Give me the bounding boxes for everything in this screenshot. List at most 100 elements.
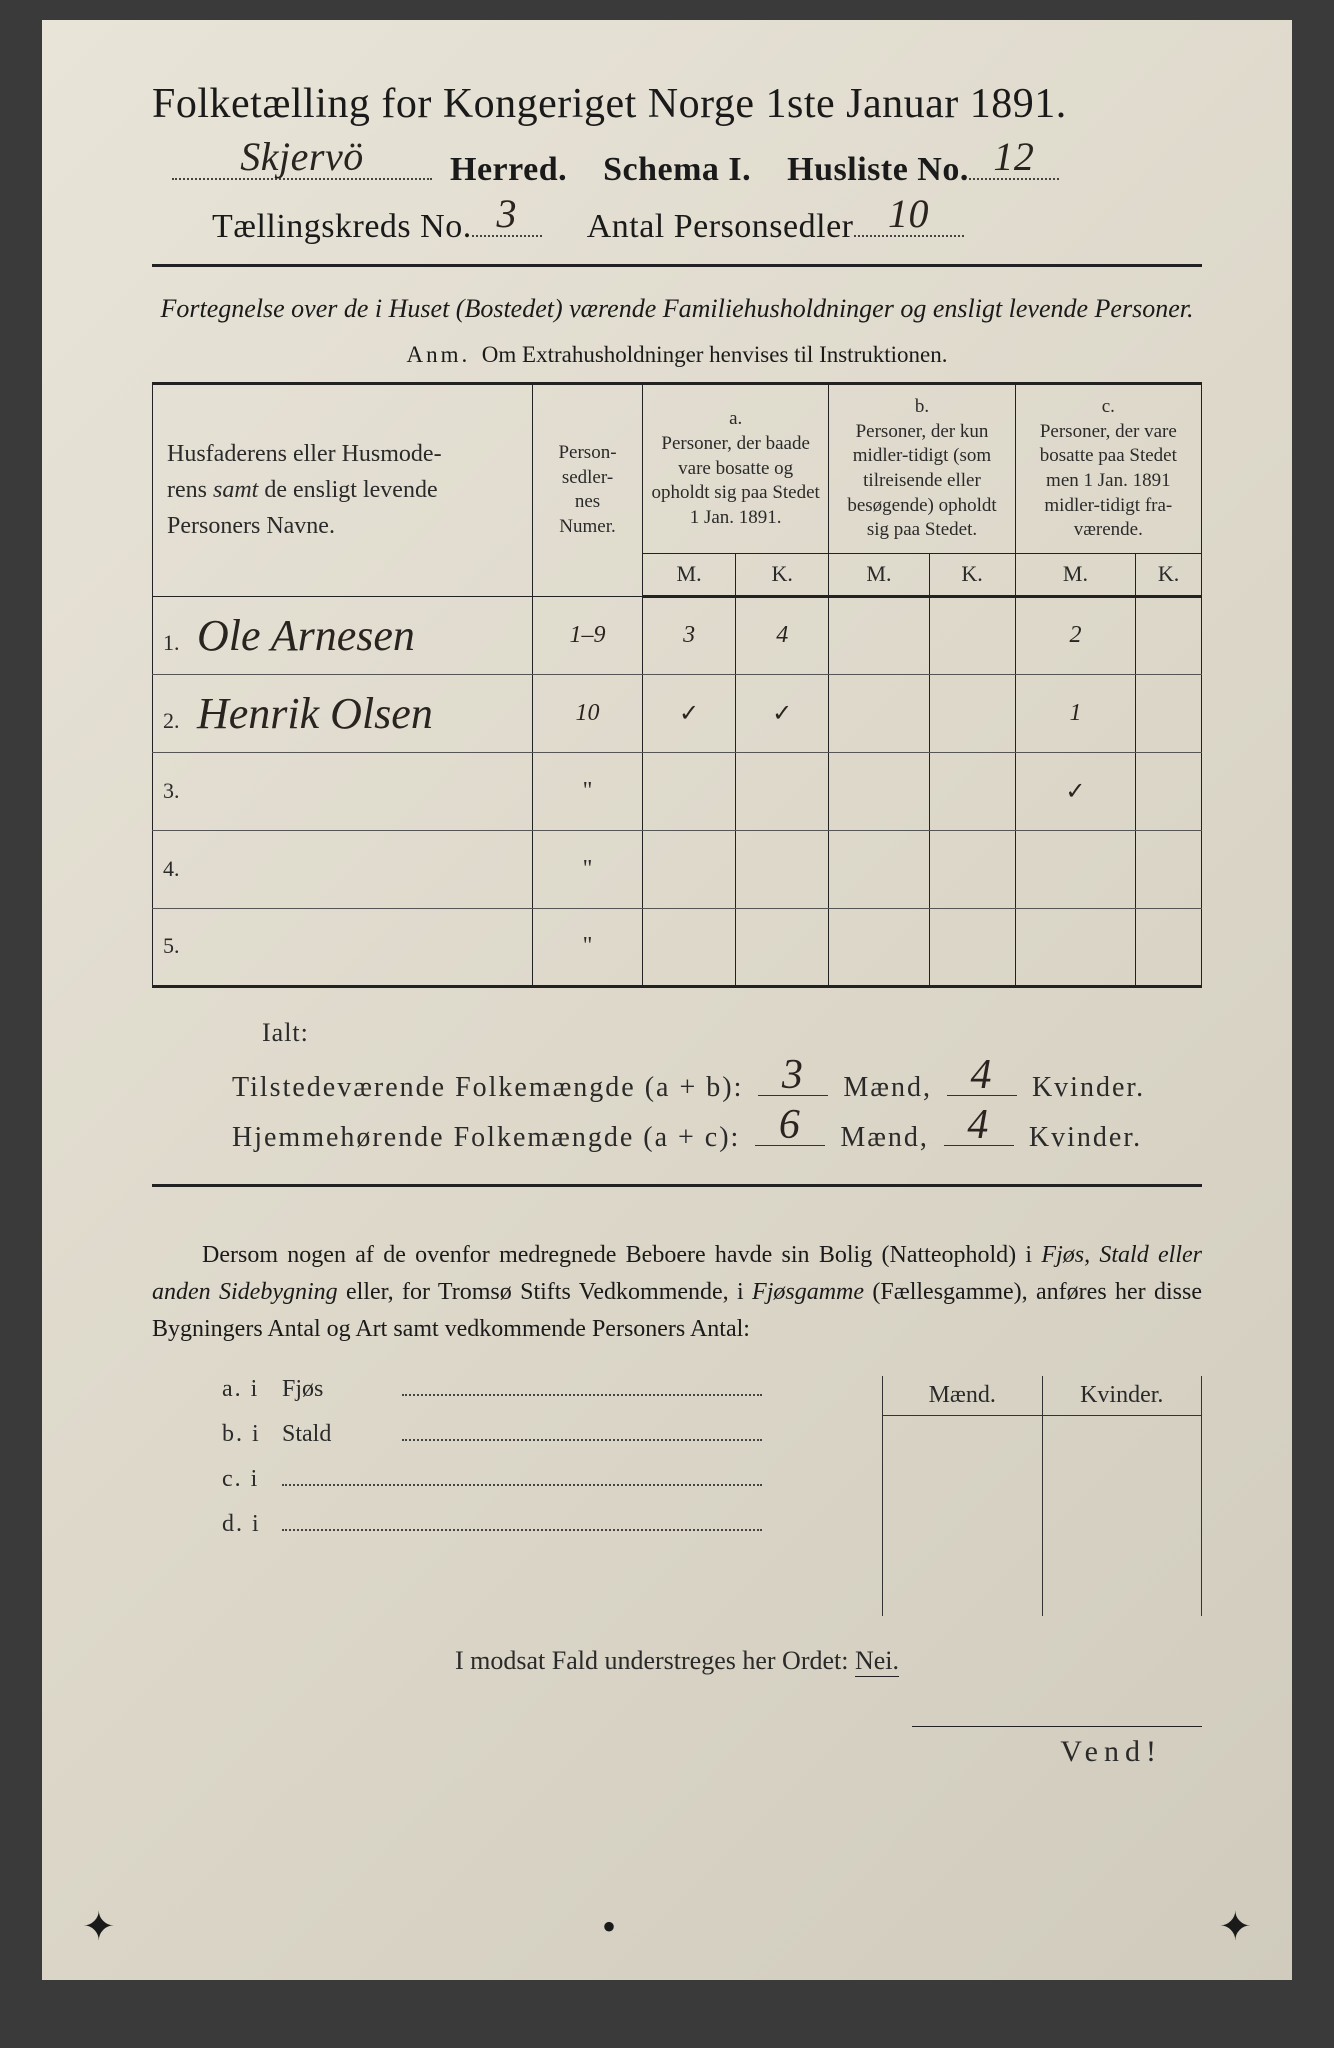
table-header-abc: Husfaderens eller Husmode-rens samt de e… <box>153 384 1202 554</box>
cell-bm <box>829 752 929 830</box>
kreds-field: 3 <box>472 203 542 237</box>
cell-bm <box>829 674 929 752</box>
anm-line: Anm. Om Extrahusholdninger henvises til … <box>152 342 1202 368</box>
antal-label: Antal Personsedler <box>587 208 854 245</box>
corner-mark-left: ✦ <box>82 1903 116 1950</box>
title-pre: Folketællin <box>152 81 349 127</box>
cell-cm <box>1015 908 1136 986</box>
sum2-label: Hjemmehørende Folkemængde (a + c): <box>232 1122 740 1153</box>
ialt-label: Ialt: <box>152 1018 1202 1048</box>
mk-b-m: M. <box>829 554 929 597</box>
main-table: Husfaderens eller Husmode-rens samt de e… <box>152 382 1202 988</box>
cell-bm <box>829 830 929 908</box>
kreds-value: 3 <box>496 190 517 237</box>
col-a-text: Personer, der baade vare bosatte og opho… <box>651 433 819 528</box>
col-b-text: Personer, der kun midler-tidigt (som til… <box>847 421 996 541</box>
main-title: Folketælling for Kongeriget Norge 1ste J… <box>152 80 1202 128</box>
cell-cm: 2 <box>1015 596 1136 674</box>
kvinder-label: Kvinder. <box>1032 1072 1145 1103</box>
col-b-header: b. Personer, der kun midler-tidigt (som … <box>829 384 1015 554</box>
mk-col-k <box>1042 1416 1203 1616</box>
sum2-k-val: 4 <box>967 1101 990 1149</box>
cell-numer: " <box>533 830 643 908</box>
cell-ck <box>1136 752 1202 830</box>
antal-value: 10 <box>888 190 929 237</box>
subtitle: Fortegnelse over de i Huset (Bostedet) v… <box>152 289 1202 328</box>
sum-line-2: Hjemmehørende Folkemængde (a + c): 6 Mæn… <box>152 1118 1202 1154</box>
maend-label-2: Mænd, <box>840 1122 929 1153</box>
cell-name: 1. Ole Arnesen <box>153 596 533 674</box>
cell-am <box>643 752 736 830</box>
kvinder-label-2: Kvinder. <box>1029 1122 1142 1153</box>
cell-numer: 1–9 <box>533 596 643 674</box>
cell-am: ✓ <box>643 674 736 752</box>
mk-c-m: M. <box>1015 554 1136 597</box>
mk-a-m: M. <box>643 554 736 597</box>
cell-bm <box>829 908 929 986</box>
bottom-row: a. iFjøs <box>222 1376 882 1403</box>
cell-bk <box>929 596 1015 674</box>
sum2-m-val: 6 <box>779 1101 802 1149</box>
title-underline-g: g <box>349 81 371 127</box>
cell-name: 4. <box>153 830 533 908</box>
husliste-value: 12 <box>993 133 1034 180</box>
col-c-label: c. <box>1102 396 1115 417</box>
col-b-label: b. <box>915 396 929 417</box>
col-numer-text: Person-sedler-nesNumer. <box>558 442 616 537</box>
bottom-row: d. i <box>222 1511 882 1538</box>
vend-label: Vend! <box>912 1726 1202 1769</box>
mk-col-m <box>882 1416 1042 1616</box>
sum1-m-val: 3 <box>782 1051 805 1099</box>
sum1-k-val: 4 <box>970 1051 993 1099</box>
nei-pre: I modsat Fald understreges her Ordet: <box>455 1646 855 1675</box>
para-t2: eller, for Tromsø Stifts Vedkommende, i <box>338 1279 752 1305</box>
title-post: for Kongeriget Norge 1ste Januar 1891. <box>370 81 1066 127</box>
cell-ak <box>736 752 829 830</box>
mk-maend: Mænd. <box>882 1376 1042 1415</box>
husliste-label: Husliste No. <box>787 151 969 188</box>
row-num: 3. <box>163 778 191 804</box>
brow-lab: c. i <box>222 1466 282 1493</box>
cell-cm: 1 <box>1015 674 1136 752</box>
row-num: 1. <box>163 630 191 656</box>
kreds-label: Tællingskreds No. <box>212 208 472 245</box>
bottom-grid: a. iFjøs b. iStald c. i d. i Mænd. Kvind… <box>152 1376 1202 1616</box>
row-num: 2. <box>163 708 191 734</box>
mk-c-k: K. <box>1136 554 1202 597</box>
para-t1: Dersom nogen af de ovenfor medregnede Be… <box>202 1242 1041 1268</box>
brow-lab: b. i <box>222 1421 282 1448</box>
schema-label: Schema I. <box>603 151 751 188</box>
mk-a-k: K. <box>736 554 829 597</box>
brow-cat: Stald <box>282 1421 402 1448</box>
brow-dots <box>282 1469 762 1486</box>
cell-numer: 10 <box>533 674 643 752</box>
row-num: 5. <box>163 933 191 959</box>
row-num: 4. <box>163 856 191 882</box>
brow-dots <box>282 1514 762 1531</box>
mk-b-k: K. <box>929 554 1015 597</box>
mk-cols <box>882 1416 1202 1616</box>
census-form-page: Folketælling for Kongeriget Norge 1ste J… <box>42 20 1292 1980</box>
brow-cat: Fjøs <box>282 1376 402 1403</box>
sum1-m-field: 3 <box>758 1068 828 1096</box>
col-c-header: c. Personer, der vare bosatte paa Stedet… <box>1015 384 1201 554</box>
table-row: 5. " <box>153 908 1202 986</box>
col-names-text: Husfaderens eller Husmode-rens samt de e… <box>167 441 442 539</box>
husliste-field: 12 <box>969 146 1059 180</box>
antal-field: 10 <box>854 203 964 237</box>
cell-bk <box>929 830 1015 908</box>
col-a-header: a. Personer, der baade vare bosatte og o… <box>643 384 829 554</box>
col-numer-header: Person-sedler-nesNumer. <box>533 384 643 597</box>
herred-field: Skjervö <box>172 146 432 180</box>
cell-numer: " <box>533 908 643 986</box>
bottom-row: c. i <box>222 1466 882 1493</box>
anm-label: Anm. <box>407 342 471 367</box>
cell-cm: ✓ <box>1015 752 1136 830</box>
sum2-m-field: 6 <box>755 1118 825 1146</box>
maend-label: Mænd, <box>843 1072 932 1103</box>
header-line-3: Tællingskreds No. 3 Antal Personsedler 1… <box>152 203 1202 246</box>
nei-line: I modsat Fald understreges her Ordet: Ne… <box>152 1646 1202 1676</box>
cell-ak: ✓ <box>736 674 829 752</box>
cell-ak <box>736 908 829 986</box>
name-value: Henrik Olsen <box>197 689 433 738</box>
